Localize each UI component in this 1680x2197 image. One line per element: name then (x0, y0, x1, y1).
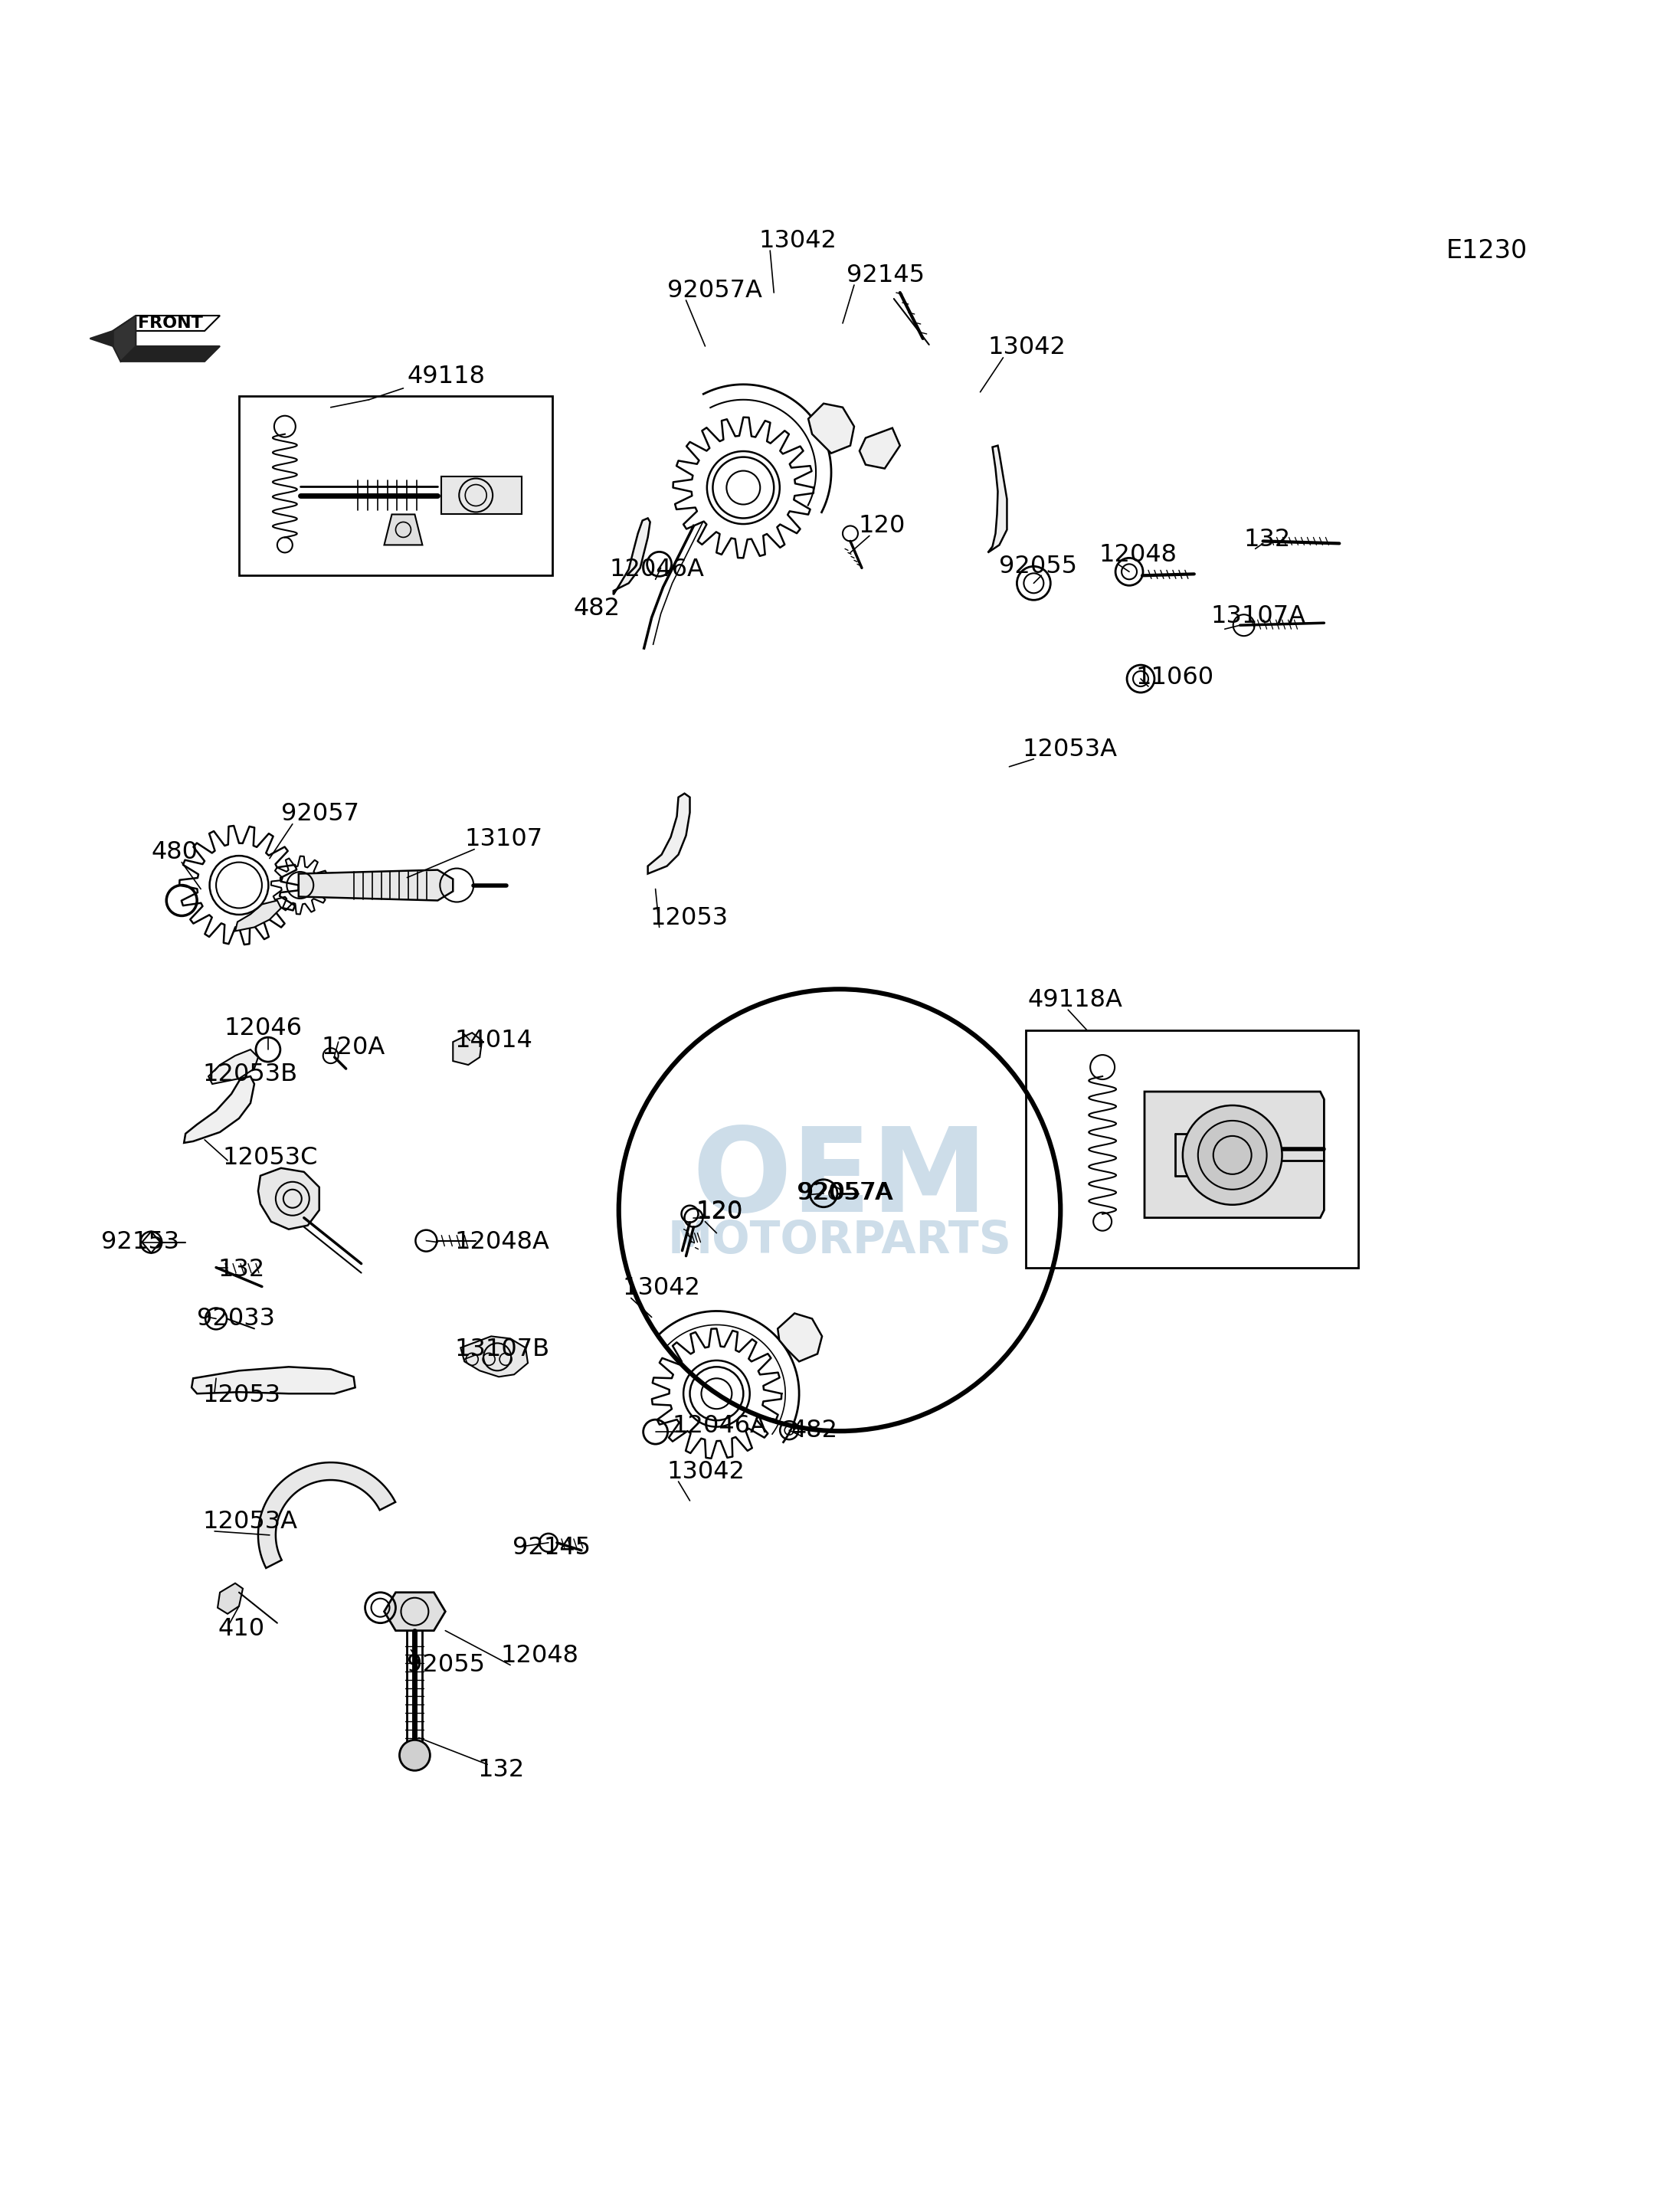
Text: 49118: 49118 (407, 365, 486, 389)
Text: 92057A: 92057A (796, 1182, 892, 1206)
Polygon shape (808, 404, 853, 453)
Text: 12053: 12053 (202, 1384, 281, 1406)
Circle shape (1198, 1120, 1267, 1189)
Polygon shape (454, 1033, 482, 1066)
Text: 92055: 92055 (407, 1652, 486, 1676)
Text: 13107: 13107 (464, 828, 543, 850)
Polygon shape (121, 347, 220, 363)
Text: 12053A: 12053A (1021, 738, 1117, 762)
Text: FRONT: FRONT (138, 316, 203, 332)
Polygon shape (259, 1463, 395, 1569)
Text: 480: 480 (151, 841, 198, 863)
Text: 132: 132 (1243, 527, 1290, 551)
Text: MOTORPARTS: MOTORPARTS (667, 1219, 1011, 1263)
Polygon shape (1144, 1092, 1324, 1217)
Text: 92033: 92033 (197, 1307, 276, 1331)
Text: 13107B: 13107B (455, 1338, 549, 1362)
Text: 132: 132 (477, 1758, 524, 1782)
Text: 12053C: 12053C (222, 1147, 318, 1171)
Text: 92145: 92145 (847, 264, 924, 288)
Text: 11060: 11060 (1136, 666, 1213, 690)
Circle shape (400, 1740, 430, 1771)
Text: 13042: 13042 (623, 1276, 701, 1301)
Polygon shape (259, 1169, 319, 1230)
Text: 13107A: 13107A (1211, 604, 1305, 628)
Polygon shape (235, 901, 281, 932)
Polygon shape (385, 514, 422, 545)
Text: 13042: 13042 (988, 336, 1067, 360)
Text: 12053: 12053 (650, 905, 729, 929)
Text: 132: 132 (218, 1259, 265, 1281)
Text: 12048: 12048 (1099, 543, 1176, 567)
Bar (1026, 1030, 1359, 1268)
Polygon shape (460, 1336, 528, 1378)
Text: 12046A: 12046A (610, 558, 704, 582)
Polygon shape (113, 316, 136, 363)
Polygon shape (613, 518, 650, 595)
Circle shape (1183, 1105, 1282, 1204)
Text: 49118A: 49118A (1028, 989, 1122, 1013)
Text: 12048: 12048 (501, 1643, 578, 1668)
Text: 120: 120 (858, 514, 906, 538)
Text: 12053B: 12053B (202, 1061, 297, 1085)
Polygon shape (91, 332, 113, 347)
Polygon shape (192, 1367, 354, 1393)
Polygon shape (778, 1314, 822, 1362)
Text: 482: 482 (573, 598, 620, 620)
Text: 12053A: 12053A (202, 1509, 297, 1534)
Text: 92057A: 92057A (798, 1182, 894, 1206)
Polygon shape (988, 446, 1006, 554)
Polygon shape (113, 316, 220, 332)
Text: 92153: 92153 (101, 1230, 180, 1254)
Polygon shape (299, 870, 454, 901)
Text: 13042: 13042 (667, 1459, 744, 1483)
Polygon shape (385, 1593, 445, 1630)
Text: 120: 120 (696, 1200, 743, 1224)
Polygon shape (208, 1050, 259, 1083)
Text: 92055: 92055 (1000, 554, 1077, 578)
Text: 12046A: 12046A (672, 1415, 768, 1437)
Text: 410: 410 (218, 1617, 264, 1641)
Text: 12048A: 12048A (455, 1230, 549, 1254)
Text: OEM: OEM (692, 1123, 988, 1237)
Polygon shape (143, 1233, 160, 1252)
Text: 13042: 13042 (759, 228, 837, 253)
Text: 92145: 92145 (512, 1536, 591, 1560)
Polygon shape (442, 477, 522, 514)
Text: E1230: E1230 (1446, 237, 1527, 264)
Text: 92057: 92057 (281, 802, 360, 826)
Text: 14014: 14014 (455, 1028, 533, 1052)
Text: 120A: 120A (321, 1035, 385, 1059)
Polygon shape (185, 1077, 254, 1142)
Text: 12046: 12046 (223, 1017, 302, 1039)
Polygon shape (860, 428, 900, 468)
Text: 482: 482 (791, 1419, 838, 1441)
Text: 92057A: 92057A (667, 279, 761, 303)
Polygon shape (218, 1584, 244, 1615)
Bar (239, 395, 553, 576)
Polygon shape (648, 793, 690, 874)
Text: 120: 120 (696, 1200, 743, 1224)
